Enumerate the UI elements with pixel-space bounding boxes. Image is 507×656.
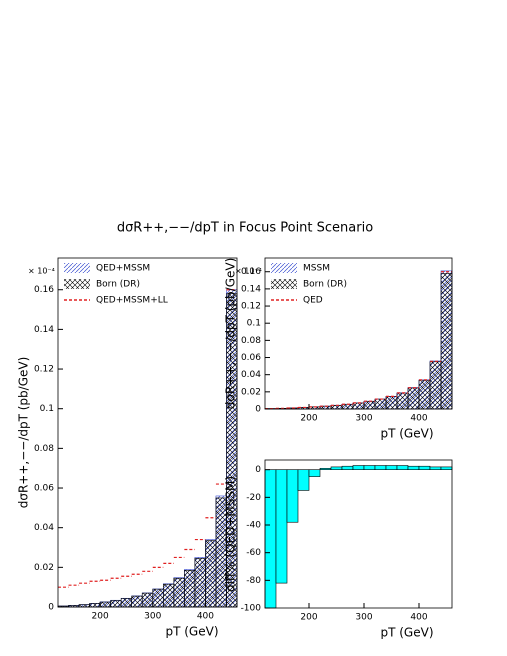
histogram-bar — [418, 379, 431, 410]
histogram-bar — [363, 465, 376, 470]
x-tick-label: 400 — [197, 612, 214, 622]
plot-frame — [264, 257, 453, 410]
histogram-bar — [120, 598, 133, 608]
x-tick-label: 400 — [410, 613, 427, 623]
histogram-bar — [341, 465, 354, 470]
histogram-bar — [374, 465, 387, 470]
exponent-label: × 10⁻⁴ — [28, 267, 55, 276]
histogram-bar — [407, 465, 420, 470]
y-tick-label: 0.14 — [34, 325, 54, 335]
x-tick-label: 300 — [355, 613, 372, 623]
exponent-label: × 10⁻⁴ — [235, 267, 262, 276]
y-tick-label: 0.06 — [241, 353, 261, 363]
legend-swatch — [64, 279, 90, 289]
y-tick-label: 0.08 — [34, 444, 54, 454]
histogram-bar — [352, 465, 365, 470]
y-tick-label: 0.02 — [241, 387, 261, 397]
histogram-bar — [385, 396, 398, 410]
y-axis-label: dσR++,−−/dpT (pb/GeV) — [17, 357, 31, 509]
histogram-bar — [194, 558, 206, 608]
y-tick-label: 0.16 — [241, 267, 261, 277]
y-tick-label: 0.02 — [34, 563, 54, 573]
legend-label: Born (DR) — [303, 280, 347, 290]
y-tick-label: -60 — [246, 548, 261, 558]
histogram-bar — [110, 600, 122, 608]
histogram-bar — [396, 465, 409, 470]
y-tick-label: -100 — [241, 604, 262, 614]
y-tick-label: -40 — [246, 521, 261, 531]
x-tick-label: 300 — [355, 414, 372, 424]
legend-label: Born (DR) — [96, 280, 140, 290]
histogram-bar — [308, 469, 321, 477]
histogram-bar — [407, 387, 420, 410]
histogram-bar — [162, 583, 175, 608]
x-tick-label: 300 — [144, 612, 161, 622]
x-axis-label: pT (GeV) — [165, 625, 218, 639]
histogram-bar — [440, 273, 453, 410]
y-tick-label: 0.12 — [241, 302, 261, 312]
histogram-bar — [330, 466, 343, 470]
y-tick-label: 0.08 — [241, 336, 261, 346]
histogram-bar — [205, 540, 217, 608]
x-axis-label: pT (GeV) — [380, 626, 433, 640]
histogram-bar — [341, 403, 354, 410]
histogram-bar — [352, 402, 365, 410]
histogram-bar — [396, 392, 409, 410]
histogram-bar — [429, 361, 442, 410]
legend-label: QED+MSSM — [96, 264, 150, 274]
plot-frame — [57, 257, 238, 608]
y-tick-label: 0.16 — [34, 285, 54, 295]
histogram-bar — [418, 465, 431, 470]
plot-frame — [264, 459, 453, 609]
histogram-bar — [275, 469, 288, 584]
y-tick-label: 0.1 — [40, 404, 54, 414]
histogram-bar — [429, 466, 442, 470]
y-tick-label: 0.1 — [247, 319, 261, 329]
y-axis-label: diff% (QED+MSSM) — [224, 476, 238, 592]
x-axis-label: pT (GeV) — [380, 427, 433, 441]
histogram-bar — [131, 595, 143, 608]
y-tick-label: -20 — [246, 493, 261, 503]
y-tick-label: 0.06 — [34, 484, 54, 494]
histogram-bar — [385, 465, 398, 470]
histogram-bar — [374, 398, 387, 410]
legend-swatch — [271, 279, 297, 289]
legend-swatch — [271, 263, 297, 273]
y-tick-label: -80 — [246, 576, 261, 586]
x-tick-label: 400 — [410, 414, 427, 424]
y-tick-label: 0 — [48, 603, 54, 613]
y-tick-label: 0.14 — [241, 284, 261, 294]
figure-title: dσR++,−−/dpT in Focus Point Scenario — [117, 221, 373, 236]
legend-swatch — [64, 263, 90, 273]
histogram-bar — [184, 570, 196, 608]
histogram-bar — [99, 601, 111, 608]
histogram-bar — [152, 588, 164, 608]
x-tick-label: 200 — [300, 414, 317, 424]
y-tick-label: 0 — [255, 405, 261, 415]
histogram-bar — [264, 469, 277, 609]
histogram-bar — [319, 467, 332, 470]
legend-label: QED — [303, 296, 323, 306]
histogram-bar — [286, 469, 299, 523]
histogram-bar — [297, 469, 310, 491]
y-tick-label: 0.04 — [241, 370, 261, 380]
y-tick-label: 0.12 — [34, 365, 54, 375]
histogram-bar — [89, 603, 101, 608]
histogram-bar — [363, 400, 376, 410]
legend-label: QED+MSSM+LL — [96, 296, 168, 306]
histogram-bar — [440, 466, 453, 470]
legend-label: MSSM — [303, 264, 330, 274]
x-tick-label: 200 — [92, 612, 109, 622]
y-axis-label: dσR++,−−/dpT (pb/GeV) — [224, 258, 238, 410]
histogram-bar — [141, 592, 154, 608]
y-tick-label: 0.04 — [34, 523, 54, 533]
x-tick-label: 200 — [300, 613, 317, 623]
y-tick-label: 0 — [255, 465, 261, 475]
histogram-bar — [173, 577, 185, 608]
